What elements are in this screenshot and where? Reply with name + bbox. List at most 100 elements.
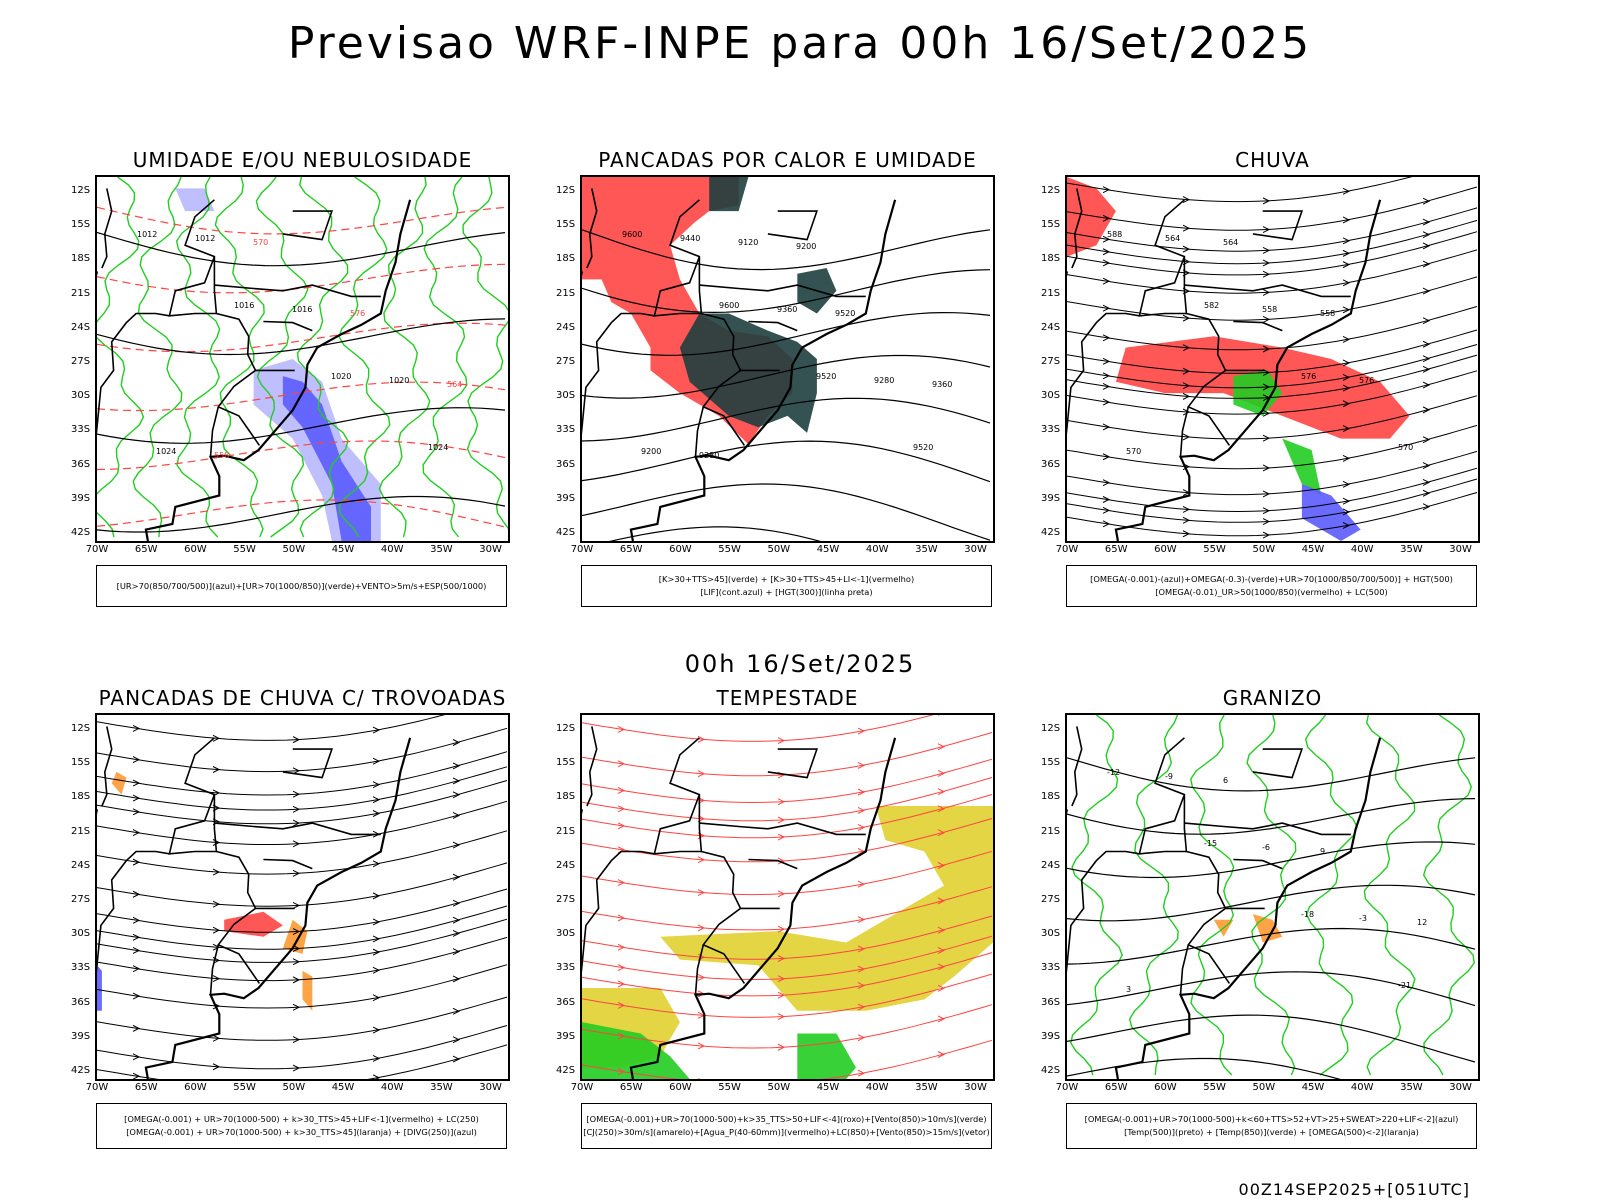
streamline [97,862,508,907]
lon-tick-label: 45W [816,544,840,555]
streamline-arrow [857,824,866,831]
map-canvas: 9600 9600 9520 9520 9440 9360 9280 9200 9120 9520… [582,177,991,541]
streamline-arrow [1262,518,1271,525]
legend-line: [OMEGA(-0.001)-(azul)+OMEGA(-0.3)-(verde… [1090,574,1453,584]
lon-tick-label: 35W [430,1082,453,1093]
streamline-arrow [452,929,461,937]
lat-tick-label: 27S [71,356,91,367]
streamline-arrow [1102,453,1111,461]
lon-tick-label: 65W [134,544,158,555]
contour-label: 1012 [137,230,157,239]
lat-tick-label: 21S [71,825,91,837]
streamline-arrow [132,992,141,1000]
coastline [144,199,412,541]
lat-tick-label: 18S [1041,253,1061,265]
isoline [1067,884,1476,922]
state-border [1154,737,1231,984]
isoline [582,269,991,314]
contour-label: 9200 [796,242,816,251]
isoline [1067,841,1476,879]
contour-label: -15 [1204,839,1217,848]
contour-label: 9440 [680,234,700,243]
lat-tick-label: 12S [1041,723,1061,734]
lat-tick-label: 30S [1041,928,1061,940]
field-region [582,1022,690,1079]
lon-tick-label: 55W [1203,1082,1226,1093]
lon-tick-label: 35W [430,544,453,555]
streamline [97,830,508,875]
state-border [1071,726,1083,807]
streamline-arrow [132,808,141,816]
contour-label: 576 [1359,376,1374,385]
streamline-arrow [212,975,221,983]
streamline [582,915,993,960]
lon-tick-label: 40W [1350,544,1374,555]
isoline [1067,1057,1341,1079]
streamline [97,1025,508,1070]
streamline-arrow [857,762,866,769]
map-canvas [97,715,508,1079]
state-border [1252,748,1304,779]
field-contour [1422,715,1475,1076]
streamline-arrow [212,1034,221,1042]
state-border [586,726,598,807]
legend-line: [OMEGA(-0.001) + UR>70(1000-500) + k>30_… [124,1114,479,1124]
streamline-arrow [1102,372,1111,380]
streamline-arrow [212,900,221,908]
streamline-arrow [372,757,381,765]
lon-tick-label: 65W [619,1082,643,1093]
panel-5-title: TEMPESTADE [716,686,859,710]
streamline-arrow [1102,277,1111,285]
contour-label: 570 [253,238,268,247]
streamline-arrow [132,933,141,941]
streamline-arrow [1342,216,1351,224]
streamline-arrow [857,880,866,888]
streamline-arrow [1422,503,1431,511]
lon-tick-label: 35W [1400,544,1423,555]
streamline-arrow [1102,186,1111,194]
lat-tick-label: 42S [1041,1065,1061,1076]
streamline [97,1044,508,1079]
field-contour [338,177,391,538]
lon-tick-label: 30W [964,544,987,555]
lon-tick-label: 50W [282,1082,306,1093]
streamline-arrow [212,1063,221,1071]
state-border [1252,210,1304,241]
lat-tick-label: 39S [1041,492,1061,504]
lat-tick-label: 15S [1041,757,1061,769]
panel-2-title: PANCADAS POR CALOR E UMIDADE [598,148,977,172]
contour-label: 9120 [738,238,758,247]
streamline-arrow [1342,522,1351,529]
isoline [97,318,506,356]
lon-tick-label: 45W [816,1082,840,1093]
contour-label: 9600 [719,301,739,310]
streamline-arrow [857,1069,866,1077]
streamline-arrow [1262,259,1271,267]
streamline-arrow [372,948,381,956]
streamline-arrow [1422,340,1431,348]
streamline-arrow [937,769,946,777]
streamline [97,715,446,741]
lon-tick-label: 70W [570,544,594,555]
streamline-arrow [1182,392,1191,400]
lat-tick-label: 33S [1041,962,1061,974]
state-border [767,748,819,779]
field-region [302,970,313,1011]
map-pancadas-calor: 9600 9600 9520 9520 9440 9360 9280 9200 9120 9520… [580,175,995,543]
streamline [1067,492,1478,537]
streamline [1067,186,1478,231]
streamline-arrow [1342,454,1351,462]
state-border [748,858,798,870]
streamline-arrow [777,798,786,806]
streamline-arrow [212,734,221,742]
streamline [582,952,993,997]
contour-label: -6 [1262,843,1270,852]
lat-tick-label: 33S [556,424,576,436]
lat-tick-label: 12S [556,185,576,196]
streamline-arrow [1262,490,1271,498]
isoline [97,440,506,471]
isoline [609,526,821,541]
streamline-arrow [1182,367,1191,375]
streamline-arrow [1102,398,1111,406]
state-border [748,320,798,332]
